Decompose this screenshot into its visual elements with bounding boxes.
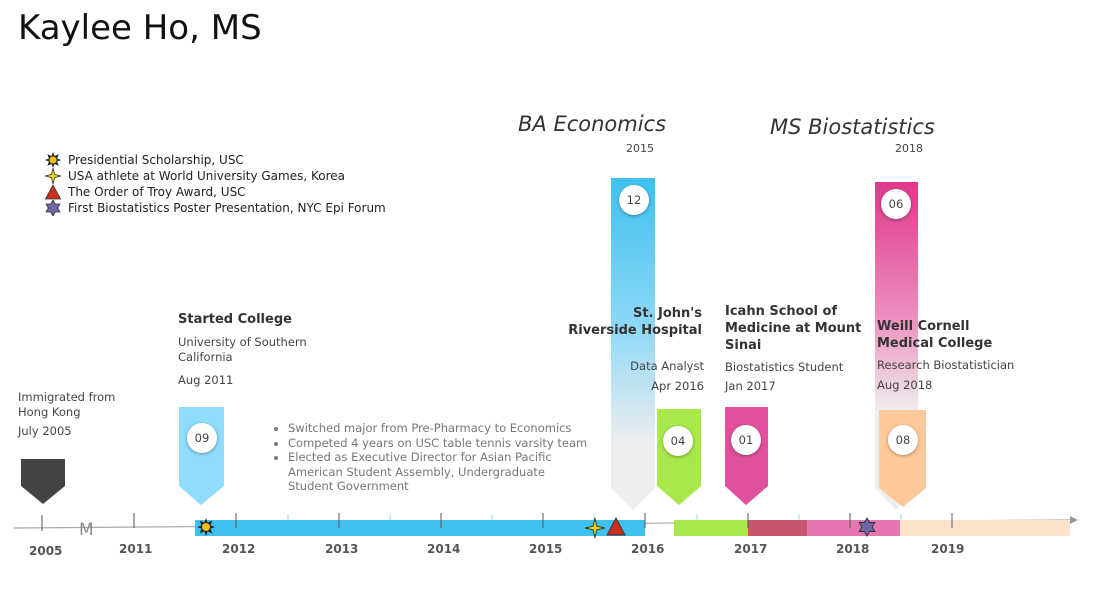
ba-economics-arrow — [611, 178, 655, 510]
hexagram-icon — [45, 200, 61, 216]
ba-economics-title: BA Economics — [518, 112, 667, 136]
weill-badge: 08 — [888, 425, 918, 455]
icahn-badge: 01 — [731, 425, 761, 455]
axis-year-label: 2016 — [631, 542, 665, 556]
ms-biostatistics-title: MS Biostatistics — [770, 115, 935, 139]
sun-icon — [45, 152, 61, 168]
legend-item: The Order of Troy Award, USC — [44, 184, 386, 200]
legend-item: Presidential Scholarship, USC — [44, 152, 386, 168]
axis-year-label: 2011 — [119, 542, 153, 556]
college-heading: Started College — [178, 312, 292, 327]
icahn-role: Biostatistics Student — [725, 360, 844, 374]
ms-biostatistics-year: 2018 — [895, 142, 923, 155]
axis-year-label: 2012 — [222, 542, 256, 556]
four-point-star-icon — [44, 168, 62, 184]
stjohns-heading: St. John's Riverside Hospital — [568, 306, 702, 338]
axis-ticks — [41, 513, 953, 531]
four-point-star-icon — [584, 517, 606, 539]
axis-year-label: 2014 — [427, 542, 461, 556]
legend-label: First Biostatistics Poster Presentation,… — [68, 201, 386, 215]
hexagram-icon — [858, 517, 876, 537]
ba-economics-year: 2015 — [626, 142, 654, 155]
list-item: Elected as Executive Director for Asian … — [288, 450, 588, 494]
stjohns-badge: 04 — [663, 426, 693, 456]
weill-role: Research Biostatistician — [877, 358, 1015, 372]
axis-year-label: 2018 — [836, 542, 870, 556]
axis-minor-ticks — [287, 514, 902, 520]
icahn-bar — [748, 520, 807, 536]
list-item: Competed 4 years on USC table tennis var… — [288, 436, 588, 451]
weill-bar — [900, 520, 1070, 536]
icahn-pointer — [725, 407, 768, 505]
stjohns-role: Data Analyst — [630, 359, 704, 373]
axis-break-symbol: M — [79, 520, 94, 540]
legend-item: First Biostatistics Poster Presentation,… — [44, 200, 386, 216]
legend: Presidential Scholarship, USC USA athlet… — [44, 152, 386, 216]
usc-bar — [195, 520, 645, 536]
mssm-bar — [807, 520, 900, 536]
axis-year-label: 2013 — [325, 542, 359, 556]
axis-year-label: 2017 — [734, 542, 768, 556]
immigrated-date: July 2005 — [18, 424, 72, 438]
college-badge: 09 — [187, 423, 217, 453]
page-title: Kaylee Ho, MS — [18, 8, 262, 48]
sun-icon — [197, 518, 215, 536]
timeline-arrowhead — [1070, 516, 1078, 524]
stjohns-bar — [674, 520, 748, 536]
legend-label: The Order of Troy Award, USC — [68, 185, 246, 199]
college-bullet-list: Switched major from Pre-Pharmacy to Econ… — [272, 421, 588, 494]
college-pointer — [179, 407, 224, 505]
icahn-date: Jan 2017 — [725, 379, 776, 393]
legend-label: USA athlete at World University Games, K… — [68, 169, 345, 183]
stjohns-pointer — [657, 409, 701, 505]
legend-item: USA athlete at World University Games, K… — [44, 168, 386, 184]
ba-economics-badge: 12 — [619, 185, 649, 215]
college-date: Aug 2011 — [178, 373, 234, 387]
weill-heading: Weill Cornell Medical College — [877, 319, 993, 351]
axis-year-label: 2005 — [29, 544, 63, 558]
immigrated-pointer — [21, 459, 65, 504]
stjohns-date: Apr 2016 — [651, 379, 704, 393]
icahn-heading: Icahn School of Medicine at Mount Sinai — [725, 304, 862, 353]
axis-year-label: 2019 — [931, 542, 965, 556]
triangle-icon — [606, 517, 626, 536]
legend-label: Presidential Scholarship, USC — [68, 153, 244, 167]
immigrated-title: Immigrated from Hong Kong — [18, 390, 116, 419]
college-place: University of Southern California — [178, 335, 307, 364]
axis-year-label: 2015 — [529, 542, 563, 556]
ms-biostatistics-badge: 06 — [881, 189, 911, 219]
list-item: Switched major from Pre-Pharmacy to Econ… — [288, 421, 588, 436]
weill-date: Aug 2018 — [877, 378, 933, 392]
triangle-icon — [44, 184, 62, 200]
